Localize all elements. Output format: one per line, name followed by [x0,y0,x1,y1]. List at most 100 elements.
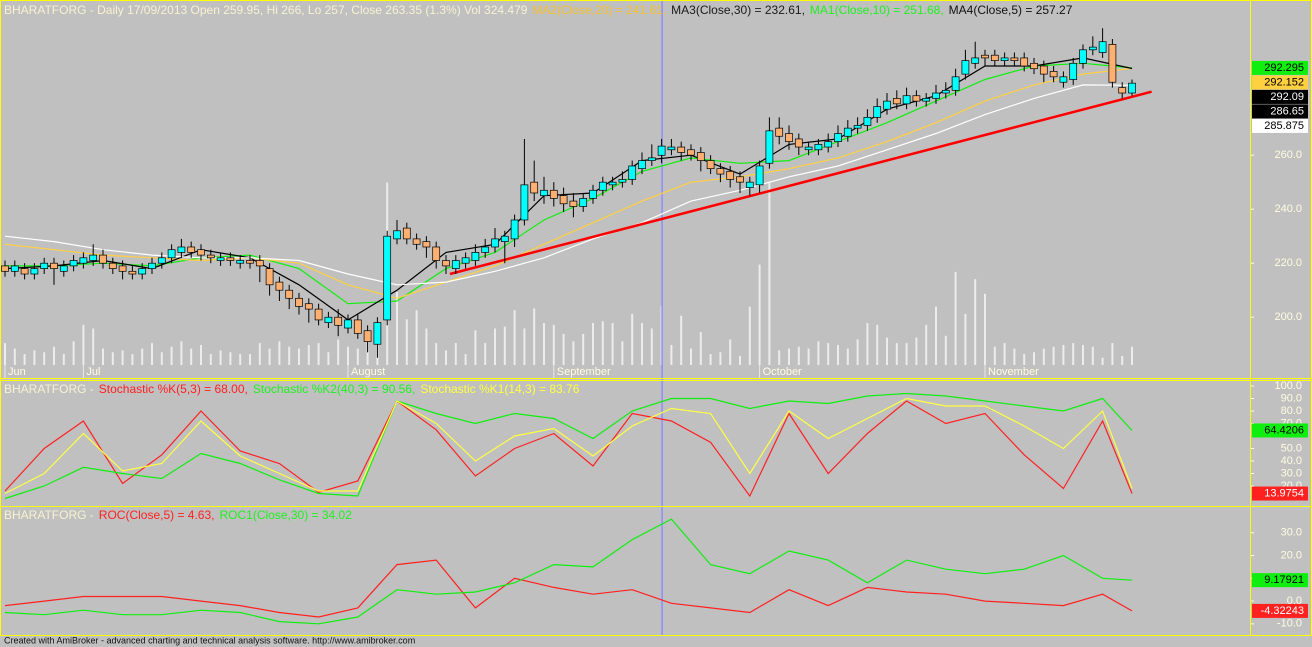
candle-body [579,198,588,207]
volume-bar [268,348,271,365]
title-part: BHARATFORG - Daily 17/09/2013 Open 259.9… [4,3,528,17]
volume-bar [572,341,575,365]
candle-body [451,260,460,269]
volume-bar [944,335,947,365]
y-tick-label: 50.0 [1281,442,1302,454]
candle-body [304,303,313,310]
candle-body [638,160,646,170]
candle-body [383,235,392,321]
volume-bar [856,339,859,365]
title-part: MA1(Close,10) = 251.68, [810,3,944,17]
candle-body [324,316,333,323]
volume-bar [827,343,830,365]
candle-body [912,95,921,102]
indicator-line [4,392,1133,500]
volume-bar [405,319,408,365]
x-tick-label: August [351,366,385,378]
x-tick-label: Jun [8,366,26,378]
candle-body [334,316,343,326]
volume-bar [817,341,820,365]
volume-bar [758,264,761,365]
candle-body [442,260,450,267]
candle-body [118,265,127,272]
candle-body [540,189,548,197]
y-tick-label: 260.0 [1274,149,1302,161]
candle-body [1000,57,1009,61]
y-tick-label: 220.0 [1274,257,1302,269]
candle-body [1030,62,1038,70]
value-badge-label: 292.152 [1264,76,1304,88]
volume-bar [396,292,399,365]
volume-bar [219,350,222,365]
volume-bar [993,346,996,365]
candle-body [589,189,597,199]
pane: Jun Jul August September October November 200.… [1,0,1308,635]
volume-bar [209,354,212,365]
candle-body [10,265,19,272]
volume-bar [327,352,330,365]
volume-bar [915,337,918,365]
candle-body [89,254,98,261]
candle-body [314,308,323,321]
volume-bar [543,323,546,365]
volume-bar [1062,344,1065,365]
candle-body [765,130,774,164]
candle-body [1079,49,1087,64]
title-part: ROC(Close,5) = 4.63, [99,508,215,522]
candle-body [295,297,303,307]
pane-title: BHARATFORG - Stochastic %K(5,3) = 68.00, S… [4,382,580,396]
candle-body [432,246,441,261]
volume-bar [895,343,898,365]
title-part: MA2(Close,20) = 241.61, [532,3,666,17]
volume-bar [592,323,595,365]
candle-body [30,268,39,275]
volume-bar [964,313,967,365]
title-part: BHARATFORG - [4,508,94,522]
volume-bar [562,333,565,365]
candle-body [197,249,205,256]
candle-body [1108,44,1117,83]
candle-body [128,270,137,275]
value-badge [1252,118,1308,133]
candle-body [393,230,401,240]
volume-bar [435,343,438,365]
volume-bar [288,346,291,365]
value-badge [1252,486,1308,501]
candle-body [1,265,9,272]
candle-body [932,92,940,99]
candle-body [59,265,68,272]
value-badge-label: -4.32243 [1261,605,1304,617]
candle-body [148,262,156,269]
candle-body [687,149,695,156]
volume-bar [1023,354,1026,365]
y-tick-label: 240.0 [1274,203,1302,215]
value-badge [1252,573,1308,588]
volume-bar [43,352,46,365]
y-tick-label: 30.0 [1281,467,1302,479]
volume-bar [415,310,418,365]
volume-bar [905,343,908,365]
volume-bar [82,324,85,365]
value-badge-label: 292.295 [1264,62,1304,74]
volume-bar [52,346,55,365]
candle-body [50,262,58,269]
volume-bar [886,337,889,365]
y-tick-label: 30.0 [1281,527,1302,539]
candle-body [726,171,735,180]
indicator-line [4,518,1133,625]
candle-body [647,157,656,161]
candle-body [883,100,891,110]
volume-bar [650,328,653,365]
indicator-line [4,559,1133,618]
volume-bar [13,348,16,365]
volume-bar [788,348,791,365]
layers: Jun Jul August September October November 200.… [1,0,1308,635]
candle-body [363,330,372,342]
volume-bar [307,344,310,365]
candle-body [246,260,254,264]
volume-bar [199,344,202,365]
y-tick-label: -10.0 [1277,618,1302,630]
candle-body [990,54,999,61]
candle-body [206,254,215,259]
